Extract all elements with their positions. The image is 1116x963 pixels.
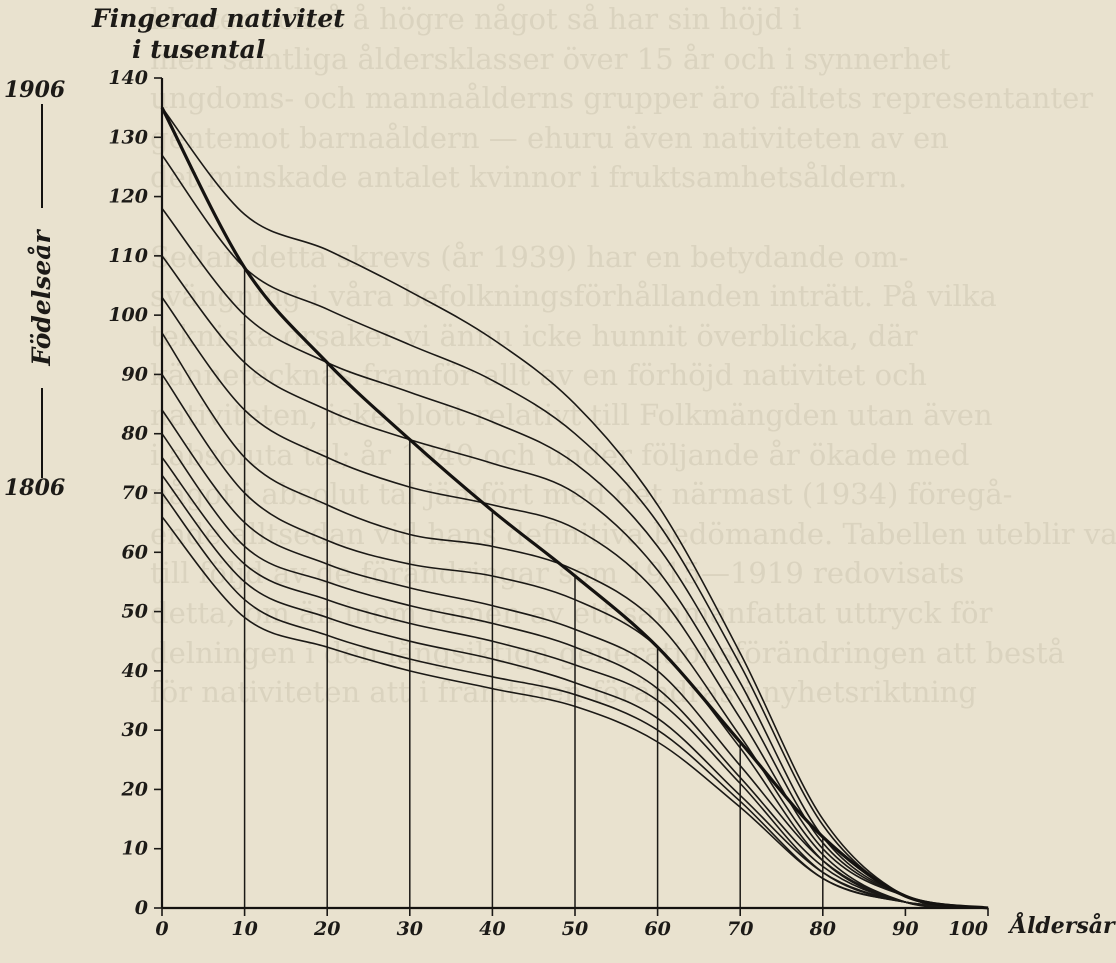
background-text-line: klarter också å högre något så har sin h… [150, 2, 802, 36]
y-tick-label: 50 [122, 601, 148, 623]
y-tick-label: 0 [135, 897, 148, 919]
y-tick-label: 100 [108, 304, 148, 326]
chart-title-line-2: i tusental [132, 35, 265, 64]
x-tick-label: 80 [809, 918, 836, 940]
y-tick-label: 120 [108, 186, 148, 208]
x-axis-label: Åldersår [1007, 912, 1116, 939]
y-label-gap [28, 208, 56, 388]
background-text-line: tekniska orsaker vi ännu icke hunnit öve… [150, 318, 918, 353]
x-tick-label: 0 [155, 918, 168, 940]
y-tick-label: 40 [122, 660, 148, 682]
x-tick-label: 40 [479, 918, 505, 940]
background-book-text: klarter också å högre något så har sin h… [150, 0, 1116, 963]
cohort-line-6 [161, 332, 989, 909]
background-text-line: svängning i våra befolkningsförhållanden… [150, 279, 997, 314]
background-text-line: ungdoms- och mannaålderns grupper äro fä… [150, 81, 1094, 116]
background-text-line: det minskade antalet kvinnor i fruktsamh… [150, 160, 908, 195]
cohort-line-1 [161, 107, 989, 909]
y-tick-label: 80 [121, 423, 148, 445]
y-tick-label: 20 [121, 778, 148, 800]
y-tick-label: 140 [108, 67, 148, 89]
chart-title-line-1: Fingerad nativitet [91, 4, 345, 33]
background-text-line: nativiteten, icke blott relativt till Fo… [150, 397, 993, 432]
background-text-line: Sedan detta skrevs (år 1939) har en bety… [150, 239, 909, 274]
y-tick-label: 10 [122, 838, 148, 860]
cohort-line-2 [161, 154, 989, 909]
x-tick-label: 10 [231, 918, 257, 940]
y-tick-label: 70 [122, 482, 148, 504]
y-tick-label: 130 [108, 126, 148, 148]
y-axis-label: Födelseår [27, 229, 56, 367]
x-tick-labels: 0 10 20 30 40 50 60 70 80 90 100 [155, 908, 989, 940]
cohort-line-5 [161, 296, 989, 909]
x-tick-label: 30 [397, 918, 423, 940]
y-tick-label: 110 [108, 245, 148, 267]
x-tick-label: 60 [644, 918, 670, 940]
y-tick-label: 90 [122, 363, 148, 385]
background-text-line: gentemot barnaåldern — ehuru även nativi… [150, 120, 949, 155]
background-text-line: något i absolut tal jämfört med det närm… [150, 477, 1013, 512]
y-tick-labels: 0 10 20 30 40 50 60 70 80 90 100 110 120 130 140 [108, 67, 162, 919]
vertical-lines-group [243, 267, 824, 908]
background-text-line: i absoluta tal; år 1940 och under följan… [150, 437, 970, 472]
y-marker-bottom: 1806 [4, 475, 65, 501]
background-text-line: kännetecknas framför allt av en förhöjd … [150, 358, 927, 393]
y-marker-top: 1906 [4, 77, 65, 103]
y-tick-label: 60 [122, 541, 148, 563]
background-text-line: men samtliga åldersklasser över 15 år oc… [150, 41, 951, 76]
y-tick-label: 30 [122, 719, 148, 741]
cohort-line-3 [161, 207, 989, 909]
x-tick-label: 70 [727, 918, 753, 940]
x-tick-label: 50 [562, 918, 588, 940]
x-tick-label: 90 [892, 918, 918, 940]
diagonal-series-line [160, 106, 989, 910]
x-tick-label: 20 [313, 918, 340, 940]
x-tick-label: 100 [948, 918, 988, 940]
cohort-line-4 [161, 255, 989, 909]
